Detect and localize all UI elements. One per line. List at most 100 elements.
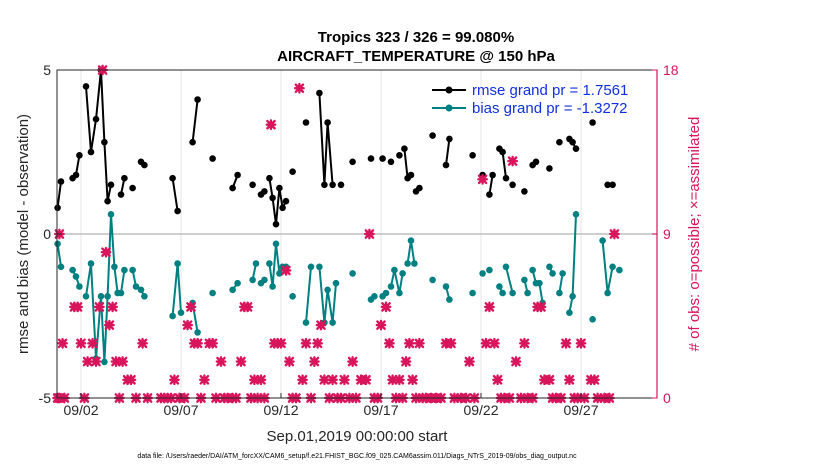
obs-marker-76 [347,356,358,367]
obs-marker-59 [284,356,295,367]
obs-marker-41 [215,356,227,367]
obs-marker-107 [477,173,488,185]
bias-point-29-2 [536,279,543,287]
obs-marker-19 [117,356,128,367]
bias-point-11-1 [261,276,268,284]
bias-point-2-7 [111,263,118,271]
rmse-point-19-0 [379,155,386,162]
obs-marker-79 [360,374,372,386]
x-axis-label: Sep.01,2019 00:00:00 start [267,428,449,445]
obs-marker-108 [480,337,492,349]
rmse-point-15-0 [316,89,323,97]
rmse-point-37-1 [609,181,616,189]
rmse-point-14-0 [302,119,310,126]
rmse-point-9-1 [234,171,241,179]
tick-labels: -5 0 5 0 9 18 09/02 09/07 09/12 09/17 09/22 09/27 [39,62,679,418]
legend-rmse-label: rmse grand pr = 1.7561 [472,82,628,99]
rmse-point-15-3 [329,181,336,189]
bias-point-28-1 [524,289,531,297]
rmse-point-21-0 [396,152,403,159]
obs-marker-9 [82,356,93,367]
bias-point-6-0 [169,312,176,320]
y-axis-label-left: rmse and bias (model - observation) [15,114,32,354]
y-axis-label-right: # of obs: o=possible; ×=assimilated [686,117,703,352]
bias-point-25-0 [486,266,493,274]
rmse-point-5-1 [141,161,148,169]
obs-marker-50 [249,374,260,386]
bias-point-7-1 [194,329,201,336]
obs-marker-37 [199,374,210,386]
obs-marker-122 [535,301,547,313]
obs-marker-54 [265,119,277,131]
obs-marker-63 [297,374,308,386]
bias-point-1-1 [72,273,80,280]
bias-point-20-2 [411,260,418,267]
rmse-point-6-1 [174,207,181,215]
legend-rmse-marker [445,86,453,94]
obs-marker-88 [394,374,405,386]
bias-point-2-3 [97,293,105,300]
rmse-point-32-1 [532,158,540,166]
rmse-point-35-2 [572,145,580,152]
obs-marker-33 [185,301,197,313]
bias-point-22-0 [442,283,450,290]
bias-point-15-4 [332,279,340,287]
rmse-point-12-3 [276,184,283,192]
bias-point-27-0 [502,263,510,271]
x-tick-label-2: 09/12 [263,402,298,418]
series [54,66,623,366]
bias-series [54,211,623,366]
obs-marker-132 [575,337,587,349]
rmse-point-22-0 [401,145,408,152]
obs-marker-62 [294,82,305,94]
rmse-point-12-1 [269,194,276,202]
rmse-point-37-0 [604,181,611,189]
bias-point-3-1 [121,266,128,274]
obs-marker-6 [72,301,83,313]
bias-point-27-1 [509,289,516,297]
rmse-point-18-0 [367,155,375,162]
rmse-point-9-0 [229,184,236,192]
obs-marker-12 [94,301,105,313]
right-tick-label-0: 0 [663,390,671,406]
bias-point-6-1 [174,260,181,267]
rmse-point-7-1 [194,96,201,103]
bias-point-5-1 [141,293,148,300]
bias-point-12-2 [272,240,280,248]
bias-line-segment-19 [390,269,404,294]
rmse-point-12-5 [282,197,290,205]
bias-point-32-2 [572,211,580,218]
bias-point-9-0 [229,286,236,294]
bias-line-segment-31 [558,273,564,294]
legend: rmse grand pr = 1.7561 bias grand pr = -… [432,82,628,117]
x-tick-label-4: 09/22 [463,402,498,418]
rmse-point-2-5 [104,197,111,205]
bias-point-12-0 [266,260,273,267]
bias-point-32-0 [566,309,573,317]
left-tick-label-1: 0 [43,226,51,242]
bias-point-14-1 [307,263,315,271]
bias-point-20-0 [404,260,411,267]
rmse-point-3-0 [117,191,125,198]
rmse-point-29-2 [502,174,510,182]
rmse-point-3-1 [121,174,128,182]
rmse-point-33-0 [546,165,553,172]
bias-point-2-6 [107,211,115,218]
bias-point-6-2 [177,309,185,317]
obs-marker-64 [300,337,312,349]
bias-point-23-0 [469,289,476,297]
obs-marker-92 [407,374,418,386]
obs-marker-17 [110,356,122,367]
obs-marker-135 [589,374,600,386]
bias-point-34-1 [604,289,611,297]
obs-marker-23 [137,337,148,349]
x-tick-label-0: 09/02 [63,402,98,418]
rmse-point-2-1 [87,148,95,156]
rmse-point-22-2 [407,171,415,179]
bias-point-1-2 [76,283,83,290]
bias-point-2-5 [104,293,111,300]
rmse-point-13-0 [289,168,296,175]
rmse-point-34-0 [556,138,563,146]
bias-point-9-1 [234,279,241,287]
